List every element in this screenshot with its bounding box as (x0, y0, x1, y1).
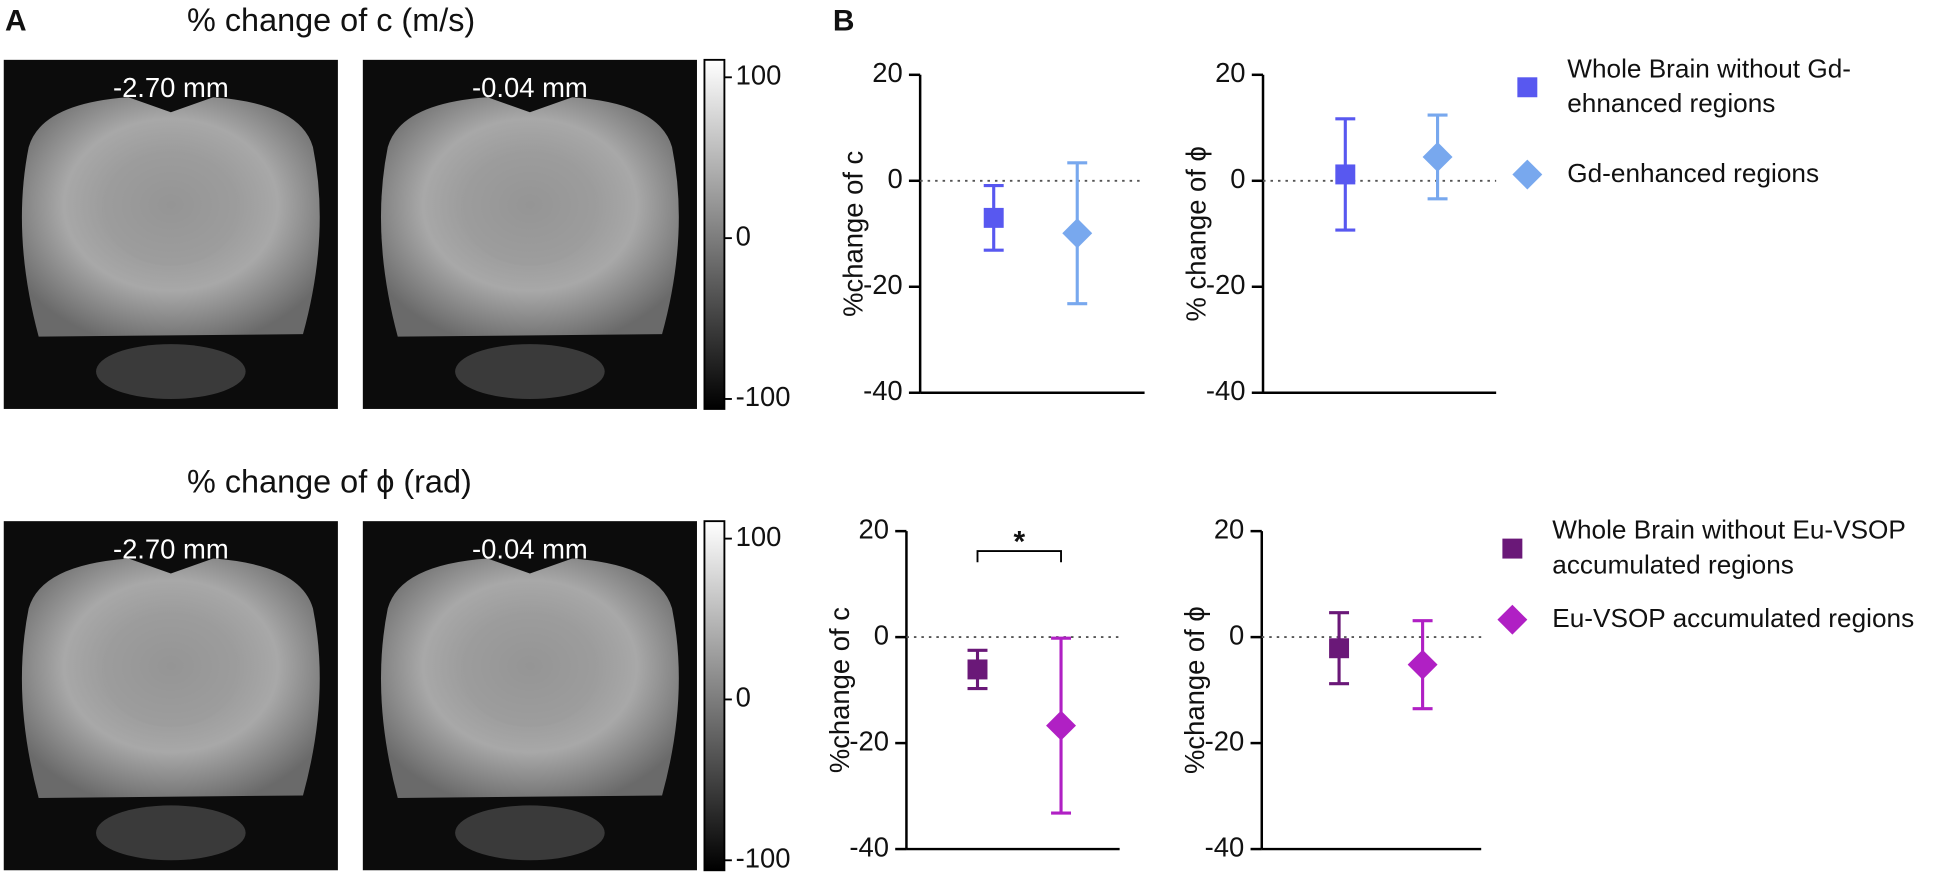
legend-marker (1502, 538, 1523, 559)
y-axis-label: % change of ϕ (1180, 146, 1211, 321)
brain-image (362, 521, 697, 871)
brain-image (3, 59, 338, 409)
legend-marker (1517, 77, 1538, 98)
legend-entry: Gd-enhanced regions (1567, 159, 1820, 189)
significance-bracket (976, 550, 1062, 563)
colorbar-tick-label: 100 (736, 60, 782, 91)
y-tick-label: 20 (858, 513, 888, 544)
legend-marker (1497, 604, 1528, 635)
slice-label: -0.04 mm (472, 533, 588, 564)
y-tick-label: 0 (887, 163, 902, 194)
colorbar-tick-label: -100 (736, 381, 791, 412)
colorbar-tick-label: -100 (736, 843, 791, 874)
legend-label: Whole Brain without Eu-VSOP accumulated … (1552, 516, 1906, 580)
legend-entry: Whole Brain without Gd-ehnanced regions (1567, 54, 1852, 119)
y-tick-label: 20 (1215, 57, 1245, 88)
y-tick-label: -20 (863, 269, 903, 300)
marker (1335, 164, 1356, 185)
slice-label: -2.70 mm (113, 72, 229, 103)
colorbar-tick-label: 100 (736, 521, 782, 552)
significance-label: * (1013, 526, 1025, 559)
panel-label: A (5, 4, 27, 37)
slice-label: -2.70 mm (113, 533, 229, 564)
y-tick-label: 0 (874, 619, 889, 650)
y-axis-label: %change of c (824, 607, 855, 773)
legend-label: Gd-enhanced regions (1567, 159, 1820, 189)
brain-image (362, 59, 697, 409)
slice-label: -0.04 mm (472, 72, 588, 103)
marker (967, 659, 988, 680)
y-tick-label: -40 (1206, 375, 1246, 406)
marker (1062, 218, 1093, 249)
colorbar-tick-label: 0 (736, 220, 751, 251)
y-tick-label: -20 (1205, 725, 1245, 756)
legend-entry: Eu-VSOP accumulated regions (1552, 604, 1915, 634)
marker (983, 207, 1004, 228)
y-tick-label: 20 (872, 57, 902, 88)
marker (1046, 710, 1076, 741)
image-title: % change of c (m/s) (187, 2, 475, 38)
y-tick-label: 0 (1229, 619, 1244, 650)
y-axis-label: %change of c (838, 151, 869, 317)
y-axis-label: %change of ϕ (1179, 606, 1210, 774)
marker (1329, 638, 1350, 659)
panel-label: B (833, 4, 855, 37)
y-tick-label: -40 (863, 375, 903, 406)
legend-marker (1512, 159, 1543, 190)
marker (1422, 141, 1453, 172)
y-tick-label: -20 (849, 725, 889, 756)
y-tick-label: 20 (1214, 513, 1244, 544)
brain-image (3, 521, 338, 871)
colorbar-tick-label: 0 (736, 682, 751, 713)
y-tick-label: -20 (1206, 269, 1246, 300)
y-tick-label: -40 (849, 831, 889, 862)
image-title: % change of ϕ (rad) (187, 463, 472, 499)
y-tick-label: 0 (1230, 163, 1245, 194)
y-tick-label: -40 (1205, 831, 1245, 862)
legend-label: Whole Brain without Gd-ehnanced regions (1567, 54, 1852, 119)
legend-entry: Whole Brain without Eu-VSOP accumulated … (1552, 516, 1906, 580)
colorbar (703, 520, 726, 872)
legend-label: Eu-VSOP accumulated regions (1552, 604, 1915, 634)
marker (1407, 649, 1438, 680)
colorbar (703, 58, 726, 410)
